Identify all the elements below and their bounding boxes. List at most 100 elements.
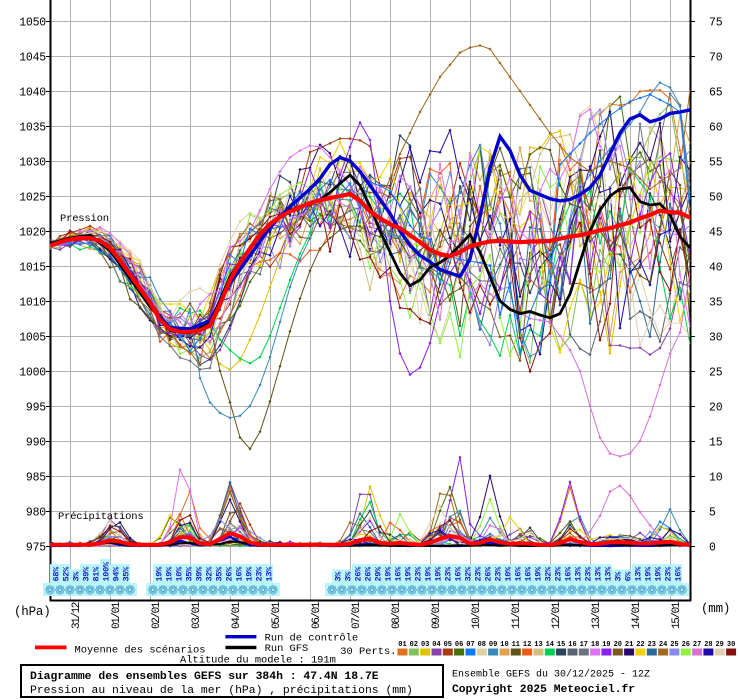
svg-text:❁: ❁ xyxy=(407,583,418,598)
svg-text:❁: ❁ xyxy=(65,583,76,598)
svg-text:39%: 39% xyxy=(82,566,92,582)
svg-text:10: 10 xyxy=(709,472,723,485)
svg-text:32%: 32% xyxy=(544,566,554,582)
svg-text:15: 15 xyxy=(557,641,565,649)
svg-text:32%: 32% xyxy=(464,566,474,582)
svg-text:94%: 94% xyxy=(112,566,122,582)
svg-text:❁: ❁ xyxy=(557,583,568,598)
svg-text:❁: ❁ xyxy=(507,583,518,598)
svg-text:❁: ❁ xyxy=(337,583,348,598)
svg-text:23%: 23% xyxy=(494,566,504,582)
svg-text:6%: 6% xyxy=(624,571,634,582)
svg-text:990: 990 xyxy=(26,437,46,450)
svg-text:❁: ❁ xyxy=(75,583,86,598)
svg-text:35%: 35% xyxy=(122,566,132,582)
svg-text:❁: ❁ xyxy=(417,583,428,598)
svg-text:10: 10 xyxy=(500,641,508,649)
svg-text:❁: ❁ xyxy=(647,583,658,598)
svg-text:Run GFS: Run GFS xyxy=(265,643,309,655)
svg-text:❁: ❁ xyxy=(248,583,259,598)
svg-text:15/01: 15/01 xyxy=(671,601,683,629)
svg-text:13%: 13% xyxy=(574,566,584,582)
svg-text:13/01: 13/01 xyxy=(591,601,603,629)
svg-text:03: 03 xyxy=(421,641,429,649)
svg-text:❁: ❁ xyxy=(188,583,199,598)
svg-text:01/01: 01/01 xyxy=(111,601,123,629)
svg-text:23%: 23% xyxy=(664,566,674,582)
svg-text:26%: 26% xyxy=(225,566,235,582)
svg-text:30: 30 xyxy=(709,332,723,345)
svg-text:65: 65 xyxy=(709,87,723,100)
svg-text:39%: 39% xyxy=(195,566,205,582)
svg-text:23%: 23% xyxy=(444,566,454,582)
svg-text:❁: ❁ xyxy=(367,583,378,598)
svg-text:❁: ❁ xyxy=(228,583,239,598)
svg-text:❁: ❁ xyxy=(427,583,438,598)
svg-text:1020: 1020 xyxy=(19,227,46,240)
svg-text:1010: 1010 xyxy=(19,297,46,310)
svg-text:0: 0 xyxy=(709,542,716,555)
svg-text:08/01: 08/01 xyxy=(391,601,403,629)
svg-text:16%: 16% xyxy=(524,566,534,582)
svg-text:06/01: 06/01 xyxy=(311,601,323,629)
svg-text:16: 16 xyxy=(568,641,576,649)
svg-text:02/01: 02/01 xyxy=(151,601,163,629)
svg-text:❁: ❁ xyxy=(115,583,126,598)
svg-text:21: 21 xyxy=(625,641,633,649)
svg-text:❁: ❁ xyxy=(397,583,408,598)
svg-text:16%: 16% xyxy=(235,566,245,582)
svg-text:1045: 1045 xyxy=(19,52,46,65)
svg-text:04/01: 04/01 xyxy=(231,601,243,629)
svg-text:❁: ❁ xyxy=(607,583,618,598)
svg-text:32%: 32% xyxy=(205,566,215,582)
svg-text:3%: 3% xyxy=(72,571,82,582)
svg-text:Pression: Pression xyxy=(60,213,109,225)
svg-text:Run de contrôle: Run de contrôle xyxy=(265,633,359,645)
svg-text:985: 985 xyxy=(26,472,46,485)
svg-text:995: 995 xyxy=(26,402,46,415)
svg-text:Ensemble GEFS du 30/12/2025 -: Ensemble GEFS du 30/12/2025 - 12Z xyxy=(452,669,650,681)
svg-text:❁: ❁ xyxy=(148,583,159,598)
svg-text:11/01: 11/01 xyxy=(511,601,523,629)
svg-text:12: 12 xyxy=(523,641,531,649)
svg-text:❁: ❁ xyxy=(437,583,448,598)
svg-text:19: 19 xyxy=(602,641,610,649)
svg-text:19%: 19% xyxy=(245,566,255,582)
svg-text:26%: 26% xyxy=(484,566,494,582)
svg-text:❁: ❁ xyxy=(617,583,628,598)
svg-text:❁: ❁ xyxy=(667,583,678,598)
svg-text:20: 20 xyxy=(709,402,723,415)
svg-text:19%: 19% xyxy=(654,566,664,582)
svg-text:04: 04 xyxy=(432,641,440,649)
svg-text:❁: ❁ xyxy=(258,583,269,598)
svg-text:1005: 1005 xyxy=(19,332,46,345)
svg-text:❁: ❁ xyxy=(158,583,169,598)
svg-text:❁: ❁ xyxy=(208,583,219,598)
svg-text:16%: 16% xyxy=(514,566,524,582)
svg-text:23%: 23% xyxy=(414,566,424,582)
svg-text:975: 975 xyxy=(26,542,46,555)
svg-text:16%: 16% xyxy=(454,566,464,582)
svg-text:Copyright 2025 Meteociel.fr: Copyright 2025 Meteociel.fr xyxy=(452,684,635,696)
svg-text:75: 75 xyxy=(709,17,723,30)
svg-text:❁: ❁ xyxy=(218,583,229,598)
svg-text:29: 29 xyxy=(715,641,723,649)
svg-text:25: 25 xyxy=(670,641,678,649)
svg-text:13%: 13% xyxy=(634,566,644,582)
svg-text:❁: ❁ xyxy=(55,583,66,598)
svg-text:3%: 3% xyxy=(344,571,354,582)
svg-text:1025: 1025 xyxy=(19,192,46,205)
svg-text:❁: ❁ xyxy=(527,583,538,598)
svg-text:50: 50 xyxy=(709,192,723,205)
svg-text:❁: ❁ xyxy=(637,583,648,598)
svg-text:❁: ❁ xyxy=(597,583,608,598)
svg-text:5: 5 xyxy=(709,507,716,520)
svg-text:❁: ❁ xyxy=(327,583,338,598)
svg-text:(mm): (mm) xyxy=(701,602,730,616)
svg-text:❁: ❁ xyxy=(168,583,179,598)
svg-text:29%: 29% xyxy=(374,566,384,582)
svg-text:27: 27 xyxy=(693,641,701,649)
svg-text:16%: 16% xyxy=(394,566,404,582)
svg-text:❁: ❁ xyxy=(547,583,558,598)
svg-text:Précipitations: Précipitations xyxy=(58,511,143,523)
